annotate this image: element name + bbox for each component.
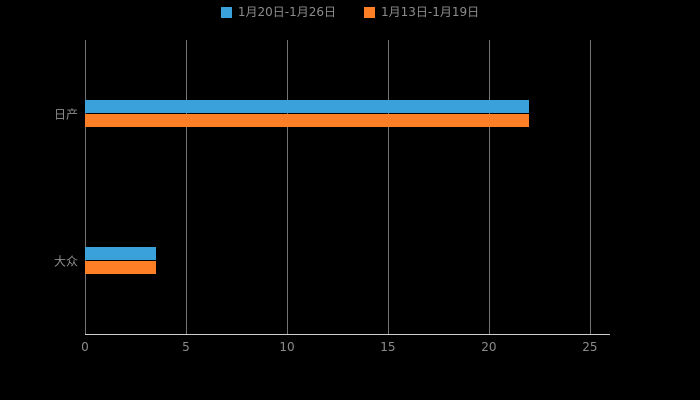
x-axis-tick-label: 15	[380, 340, 396, 354]
x-axis-line	[85, 334, 610, 335]
bar-大众-series-1	[85, 261, 156, 275]
bar-大众-series-0	[85, 247, 156, 261]
y-axis-category-label: 日产	[53, 107, 78, 122]
legend-item-1[interactable]: 1月13日-1月19日	[364, 6, 479, 18]
grid-line	[589, 40, 591, 335]
x-axis-tick-label: 5	[182, 340, 190, 354]
x-axis-tick-label: 25	[582, 340, 598, 354]
x-axis-tick-label: 20	[481, 340, 497, 354]
legend: 1月20日-1月26日 1月13日-1月19日	[0, 6, 700, 18]
bar-日产-series-1	[85, 113, 530, 127]
legend-label: 1月13日-1月19日	[381, 5, 480, 19]
bar-日产-series-0	[85, 99, 530, 113]
legend-swatch-icon	[220, 6, 232, 18]
grid-line	[387, 40, 389, 335]
x-axis-tick-label: 0	[81, 340, 89, 354]
x-axis-tick-label: 10	[279, 340, 295, 354]
legend-item-0[interactable]: 1月20日-1月26日	[220, 5, 336, 19]
grid-line	[185, 40, 187, 335]
grid-line	[286, 40, 288, 335]
plot-area: 0 5 10 15 20 25 日产大众	[54, 40, 610, 354]
grid-line	[85, 40, 86, 335]
y-axis-category-label: 大众	[53, 254, 78, 269]
grid-line	[488, 40, 490, 335]
legend-swatch-icon	[364, 6, 375, 18]
legend-label: 1月20日-1月26日	[237, 5, 336, 19]
